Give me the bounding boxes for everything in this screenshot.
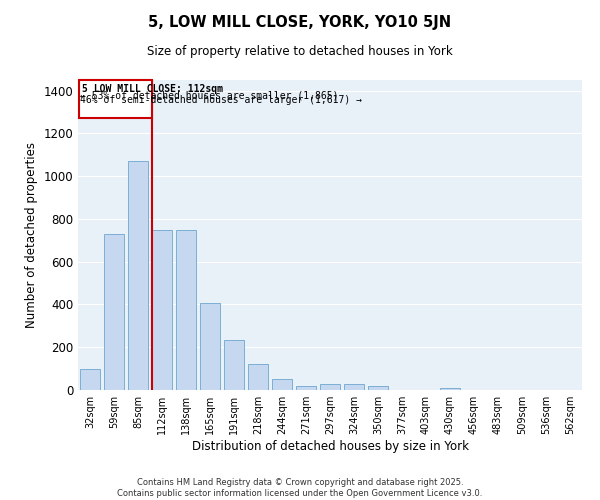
Text: ← 53% of detached houses are smaller (1,865): ← 53% of detached houses are smaller (1,… bbox=[80, 90, 339, 100]
Bar bbox=[104, 234, 124, 390]
Bar bbox=[152, 230, 172, 390]
X-axis label: Distribution of detached houses by size in York: Distribution of detached houses by size … bbox=[191, 440, 469, 453]
Bar bbox=[440, 388, 460, 390]
Bar bbox=[344, 384, 364, 390]
Bar bbox=[272, 380, 292, 390]
Bar bbox=[296, 386, 316, 390]
FancyBboxPatch shape bbox=[79, 80, 152, 118]
Bar bbox=[128, 161, 148, 390]
Text: 5 LOW MILL CLOSE: 112sqm: 5 LOW MILL CLOSE: 112sqm bbox=[82, 84, 223, 94]
Bar bbox=[320, 384, 340, 390]
Bar bbox=[248, 364, 268, 390]
Y-axis label: Number of detached properties: Number of detached properties bbox=[25, 142, 38, 328]
Bar bbox=[368, 386, 388, 390]
Bar bbox=[200, 304, 220, 390]
Bar bbox=[224, 340, 244, 390]
Text: Size of property relative to detached houses in York: Size of property relative to detached ho… bbox=[147, 45, 453, 58]
Bar bbox=[80, 368, 100, 390]
Text: 5, LOW MILL CLOSE, YORK, YO10 5JN: 5, LOW MILL CLOSE, YORK, YO10 5JN bbox=[148, 15, 452, 30]
Text: Contains HM Land Registry data © Crown copyright and database right 2025.
Contai: Contains HM Land Registry data © Crown c… bbox=[118, 478, 482, 498]
Bar bbox=[176, 230, 196, 390]
Text: 46% of semi-detached houses are larger (1,617) →: 46% of semi-detached houses are larger (… bbox=[80, 95, 362, 105]
